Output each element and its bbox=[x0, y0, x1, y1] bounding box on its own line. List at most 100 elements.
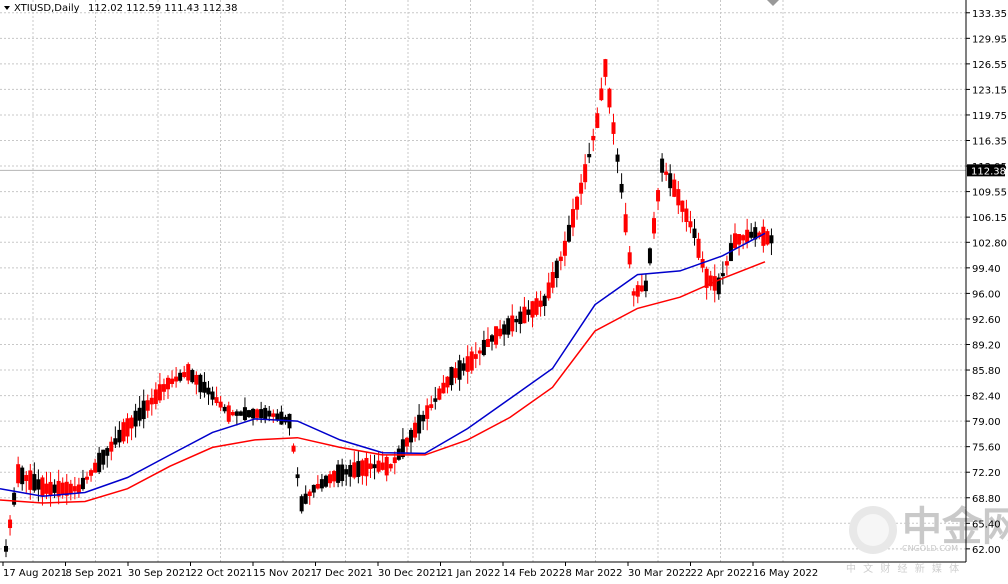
y-tick-label: 82.40 bbox=[972, 392, 1001, 403]
y-tick-label: 92.60 bbox=[972, 315, 1001, 326]
candle-body bbox=[498, 328, 503, 337]
candle-body bbox=[319, 479, 324, 489]
candle-body bbox=[716, 277, 721, 295]
candle-body bbox=[60, 482, 65, 495]
y-tick-label: 109.55 bbox=[972, 188, 1007, 199]
candle-body bbox=[384, 456, 389, 476]
candle-body bbox=[708, 275, 713, 287]
candle-body bbox=[494, 326, 499, 345]
candle-body bbox=[635, 285, 640, 297]
candle-body bbox=[417, 414, 422, 434]
candle-body bbox=[437, 388, 442, 400]
x-tick-label: 16 May 2022 bbox=[753, 568, 818, 579]
candle-body bbox=[97, 452, 102, 473]
candle-body bbox=[425, 405, 430, 419]
candle-body bbox=[202, 381, 207, 393]
candle-body bbox=[368, 463, 373, 469]
candle-body bbox=[769, 235, 774, 244]
candle-body bbox=[737, 234, 742, 245]
symbol-label: XTIUSD,Daily bbox=[14, 3, 80, 14]
candle-body bbox=[761, 226, 766, 246]
candle-body bbox=[554, 260, 559, 279]
candle-body bbox=[506, 318, 511, 335]
candle-body bbox=[575, 196, 580, 210]
candle-body bbox=[113, 438, 118, 445]
candle-body bbox=[712, 276, 717, 291]
candle-body bbox=[218, 401, 223, 408]
candle-body bbox=[72, 486, 77, 492]
candle-body bbox=[724, 261, 729, 266]
candle-body bbox=[765, 231, 770, 245]
candle-body bbox=[247, 410, 251, 418]
candle-body bbox=[80, 477, 85, 490]
x-tick-label: 7 Dec 2021 bbox=[316, 568, 374, 579]
candle-body bbox=[376, 460, 381, 472]
candle-body bbox=[753, 227, 758, 240]
candle-body bbox=[149, 397, 154, 405]
candle-body bbox=[166, 377, 170, 390]
candle-body bbox=[291, 445, 296, 452]
y-tick-label: 102.80 bbox=[972, 238, 1007, 249]
x-tick-label: 17 Aug 2021 bbox=[3, 568, 67, 579]
candle-body bbox=[587, 154, 592, 158]
candle-body bbox=[741, 235, 746, 241]
candle-body bbox=[299, 496, 304, 512]
candle-body bbox=[481, 339, 486, 356]
candle-body bbox=[348, 465, 353, 477]
watermark-brand-en: CNGOLD.COM bbox=[902, 544, 958, 553]
candle-body bbox=[490, 335, 494, 342]
candle-body bbox=[178, 372, 183, 381]
candle-body bbox=[643, 280, 648, 292]
candle-body bbox=[16, 464, 21, 484]
candle-body bbox=[542, 295, 547, 307]
ma-fast-line bbox=[0, 232, 766, 498]
y-tick-label: 79.00 bbox=[972, 417, 1001, 428]
collapse-triangle-icon[interactable] bbox=[4, 6, 10, 10]
candle-body bbox=[40, 477, 45, 496]
candle-body bbox=[206, 387, 211, 395]
candle-body bbox=[372, 464, 377, 469]
y-tick-label: 75.60 bbox=[972, 443, 1001, 454]
candle-body bbox=[579, 182, 584, 194]
candle-body bbox=[295, 474, 300, 479]
candle-body bbox=[303, 493, 308, 504]
candle-body bbox=[485, 338, 490, 348]
candle-body bbox=[449, 366, 454, 386]
candle-body bbox=[68, 483, 73, 494]
candle-body bbox=[571, 209, 575, 228]
candle-body bbox=[190, 369, 195, 383]
y-tick-label: 119.75 bbox=[972, 111, 1007, 122]
candle-body bbox=[52, 484, 57, 493]
candle-body bbox=[688, 221, 693, 228]
candle-body bbox=[56, 480, 61, 497]
candle-body bbox=[619, 183, 624, 193]
candle-body bbox=[429, 404, 434, 408]
shift-end-marker-icon[interactable] bbox=[767, 0, 779, 6]
candle-body bbox=[360, 460, 365, 476]
candle-body bbox=[145, 400, 150, 411]
y-tick-label: 72.20 bbox=[972, 468, 1001, 479]
watermark-logo: 中金网 CNGOLD.COM 中 文 财 经 新 媒 体 bbox=[846, 504, 1008, 575]
candle-body bbox=[599, 88, 604, 101]
candle-body bbox=[364, 457, 369, 477]
candle-body bbox=[283, 416, 288, 423]
candle-body bbox=[226, 405, 231, 422]
candle-body bbox=[4, 545, 8, 552]
candle-body bbox=[352, 462, 357, 478]
grid bbox=[0, 0, 966, 562]
candle-body bbox=[182, 372, 187, 378]
candle-body bbox=[157, 384, 162, 401]
candle-body bbox=[105, 448, 110, 456]
y-tick-label: 129.95 bbox=[972, 34, 1007, 45]
candle-body bbox=[603, 59, 608, 77]
candle-body bbox=[259, 409, 264, 419]
x-tick-label: 8 Mar 2022 bbox=[566, 568, 623, 579]
candle-body bbox=[44, 483, 49, 494]
candle-body bbox=[336, 464, 341, 483]
candle-body bbox=[263, 407, 268, 420]
candle-body bbox=[591, 135, 596, 141]
candle-body bbox=[380, 462, 385, 470]
candle-body bbox=[76, 484, 81, 493]
